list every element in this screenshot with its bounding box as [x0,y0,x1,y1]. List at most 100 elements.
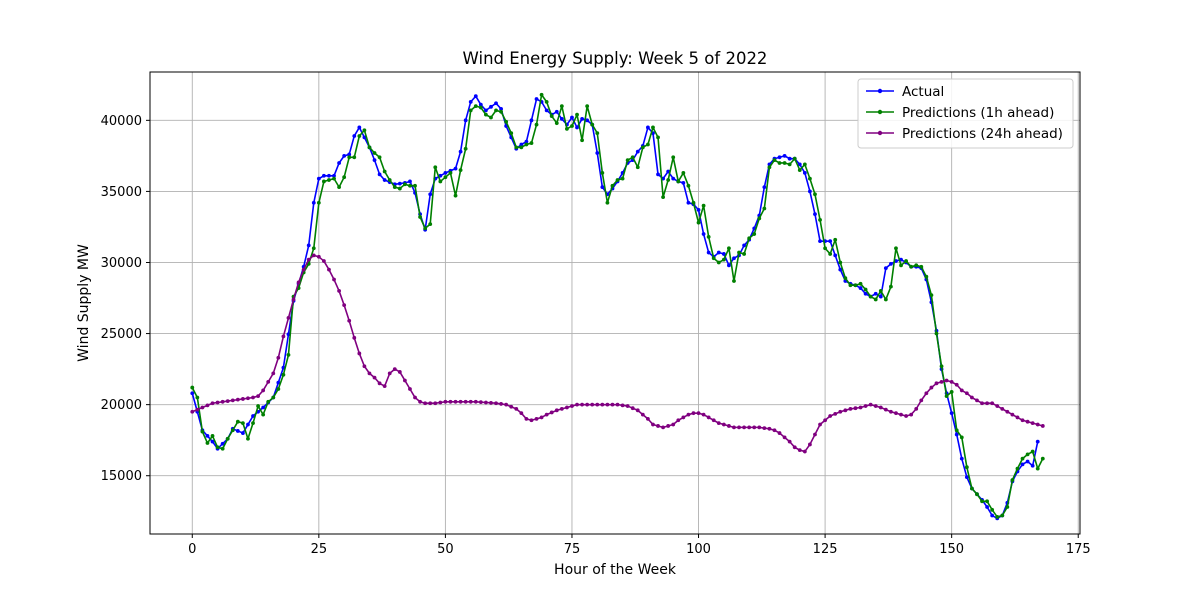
data-point [878,294,883,299]
data-point [200,405,205,410]
data-point [215,445,220,450]
data-point [610,402,615,407]
data-point [848,283,853,288]
data-point [818,422,822,427]
data-point [387,371,392,376]
data-point [433,401,438,406]
data-point [428,222,433,227]
data-point [458,168,463,172]
data-point [362,135,367,140]
data-point [757,425,762,430]
data-point [883,407,888,412]
data-point [899,263,903,268]
legend-item: Actual [866,84,944,100]
data-point [332,173,336,178]
data-point [980,499,984,504]
data-point [595,151,600,155]
data-point [924,391,929,396]
data-point [367,145,372,150]
y-tick-label: 20000 [101,398,142,413]
data-point [813,432,817,437]
data-point [732,425,736,430]
series-lines [190,92,1045,521]
data-point [357,351,362,356]
data-point [337,161,341,165]
data-point [625,404,630,408]
data-point [190,391,195,396]
data-point [256,394,260,399]
data-point [246,422,250,427]
data-point [377,172,382,177]
data-point [392,367,397,371]
data-point [585,118,590,123]
data-point [408,387,412,391]
data-point [686,183,691,188]
data-point [782,161,787,165]
data-point [620,403,625,408]
data-point [646,142,650,147]
data-point [1020,462,1025,467]
data-point [190,409,195,414]
data-point [737,425,741,430]
legend-marker [877,109,883,115]
data-point [220,399,225,404]
data-point [873,297,878,302]
data-point [504,119,509,124]
data-point [347,318,352,323]
data-point [954,432,959,437]
data-point [301,267,306,272]
data-point [858,281,863,286]
data-point [828,239,833,244]
data-point [352,134,357,138]
data-point [251,395,255,400]
legend-marker [877,88,883,94]
data-point [721,422,726,427]
data-point [828,252,833,256]
data-point [711,256,716,261]
data-point [256,404,260,408]
data-point [342,153,347,158]
data-point [1015,415,1020,420]
data-point [362,128,367,133]
data-point [909,412,914,417]
data-point [980,401,984,406]
data-point [1020,418,1025,423]
data-point [322,179,326,184]
data-point [818,217,822,222]
data-point [397,181,402,186]
data-point [468,99,473,104]
data-point [322,259,326,263]
data-point [904,414,908,418]
data-point [529,418,534,423]
data-point [1035,439,1040,444]
x-tick-label: 150 [939,542,964,557]
data-point [737,250,741,255]
data-point [823,418,827,423]
data-point [889,284,893,289]
data-point [742,243,746,248]
data-point [1000,407,1005,411]
data-point [382,169,387,174]
data-point [453,166,458,171]
data-point [630,155,635,160]
data-point [964,465,969,470]
data-point [352,335,357,340]
data-point [448,399,453,404]
data-point [787,439,792,444]
data-point [772,158,777,163]
data-point [418,215,422,219]
data-point [478,102,483,107]
y-axis-label: Wind Supply MW [76,244,92,362]
data-point [514,407,519,411]
data-point [276,355,281,360]
data-point [833,411,838,416]
data-point [716,260,721,265]
data-point [646,125,650,130]
data-point [1025,419,1030,424]
data-point [701,203,706,208]
data-point [802,162,807,167]
data-point [473,104,478,109]
data-point [858,405,863,410]
data-point [397,186,402,191]
data-point [499,109,503,114]
